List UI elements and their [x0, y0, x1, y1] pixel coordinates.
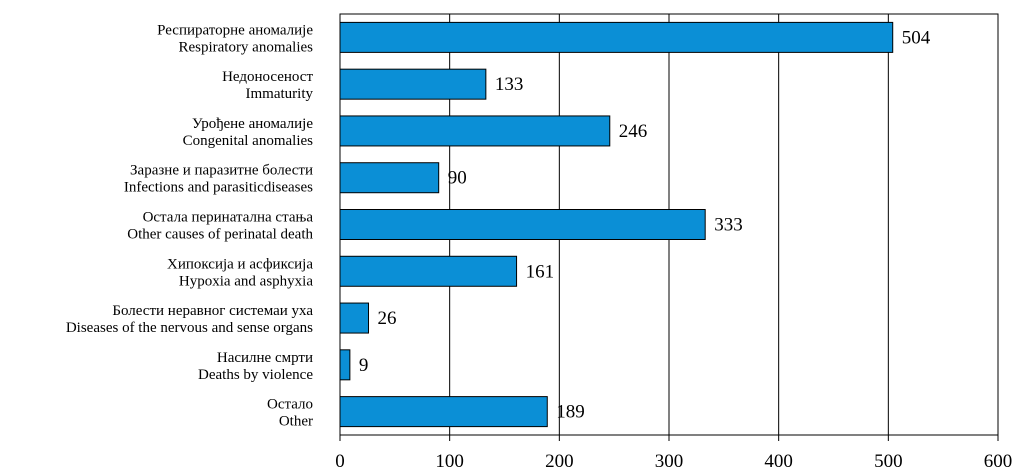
data-label: 246	[619, 121, 648, 142]
category-label-en: Diseases of the nervous and sense organs	[66, 320, 313, 336]
bar	[339, 255, 518, 287]
category-label-sr: Насилне смрти	[217, 350, 313, 366]
data-label: 189	[556, 402, 585, 423]
category-label-sr: Урођене аномалије	[192, 116, 313, 132]
category-label-en: Respiratory anomalies	[178, 39, 313, 55]
bar	[339, 209, 706, 240]
bar	[339, 302, 370, 334]
bar	[339, 396, 548, 428]
x-axis-ticks: 0 100 200 300 400 500 600	[335, 435, 1012, 472]
bar	[339, 21, 894, 53]
category-label-en: Infections and parasiticdiseases	[124, 180, 313, 196]
category-label-sr: Недоносеност	[222, 69, 313, 85]
bars	[339, 21, 894, 428]
category-label-en: Other	[279, 414, 313, 430]
x-tick-label: 100	[435, 451, 464, 472]
x-tick-label: 300	[655, 451, 684, 472]
category-label-sr: Респираторне аномалије	[157, 22, 313, 38]
bar	[339, 349, 351, 381]
category-label-sr: Хипоксија и асфиксија	[167, 256, 313, 272]
category-label-sr: Остало	[267, 397, 313, 413]
bar	[339, 68, 487, 100]
category-label-en: Congenital anomalies	[183, 133, 314, 149]
data-labels: 504 133 246 90 333 161 26 9 189	[359, 27, 931, 422]
data-label: 9	[359, 355, 369, 376]
data-label: 504	[902, 27, 931, 48]
x-tick-label: 600	[984, 451, 1013, 472]
x-tick-label: 500	[874, 451, 903, 472]
category-label-en: Hypoxia and asphyxia	[179, 273, 313, 289]
data-label: 333	[714, 215, 743, 236]
data-label: 161	[526, 261, 555, 282]
x-tick-label: 400	[764, 451, 793, 472]
category-label-en: Immaturity	[246, 86, 314, 102]
category-label-sr: Остала перинатална стања	[143, 210, 314, 226]
bar	[339, 162, 440, 194]
data-label: 133	[495, 74, 524, 95]
bar	[339, 115, 611, 147]
x-tick-label: 200	[545, 451, 574, 472]
x-tick-label: 0	[335, 451, 345, 472]
category-label-en: Other causes of perinatal death	[127, 227, 313, 243]
data-label: 90	[448, 168, 467, 189]
category-label-sr: Болести неравног системаи уха	[112, 303, 313, 319]
category-label-sr: Заразне и паразитне болести	[130, 163, 313, 179]
data-label: 26	[378, 308, 397, 329]
category-label-en: Deaths by violence	[198, 367, 313, 383]
